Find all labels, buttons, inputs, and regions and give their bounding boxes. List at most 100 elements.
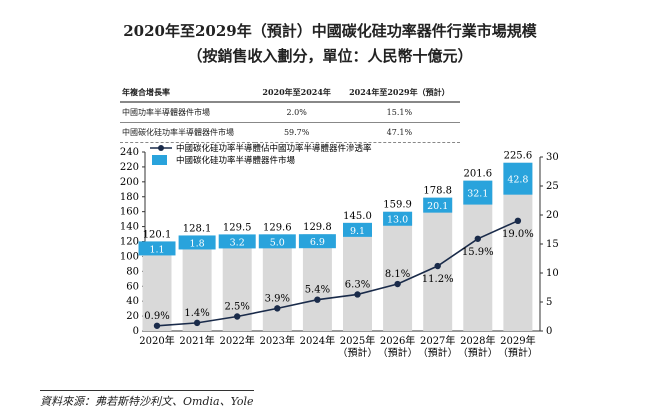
y-tick-label: 100 xyxy=(120,251,139,262)
sic-value-label: 13.0 xyxy=(387,215,408,226)
sic-value-label: 1.8 xyxy=(190,238,205,249)
penetration-label: 0.9% xyxy=(144,311,169,322)
penetration-point xyxy=(474,235,481,242)
sic-bar xyxy=(383,211,413,226)
sic-bar xyxy=(138,241,176,256)
y2-tick-label: 10 xyxy=(546,268,559,279)
y2-tick-label: 25 xyxy=(546,181,559,192)
x-tick-label: 2020年 xyxy=(139,334,174,347)
y-tick-label: 240 xyxy=(120,147,139,158)
penetration-point xyxy=(394,280,401,288)
sic-value-label: 20.1 xyxy=(427,201,448,212)
total-bar xyxy=(383,211,413,331)
sic-bar xyxy=(463,180,493,205)
x-tick-label: 2023年 xyxy=(260,334,295,347)
y-tick-label: 80 xyxy=(126,266,139,277)
x-tick-label: 2021年 xyxy=(179,334,214,347)
total-bar xyxy=(302,234,332,331)
penetration-label: 15.9% xyxy=(462,247,494,258)
total-value-label: 225.6 xyxy=(504,151,533,162)
chart: 0 20 40 60 80 100 120 140 160 180 200 220 240 0 5 10 15 2… xyxy=(120,143,559,359)
total-value-label: 159.9 xyxy=(383,200,412,211)
penetration-point xyxy=(234,313,241,320)
chart-title: 2020年至2029年（預計）中國碳化硅功率器件行業市場規模 xyxy=(123,22,537,40)
y-tick-label: 0 xyxy=(133,326,139,337)
penetration-point xyxy=(514,217,522,224)
y-tick-label: 200 xyxy=(120,177,139,188)
total-value-label: 129.5 xyxy=(223,222,252,233)
sic-value-label: 5.0 xyxy=(270,237,285,248)
x-tick-label: （預計） xyxy=(378,346,418,359)
total-value-label: 145.0 xyxy=(343,211,372,222)
total-value-label: 128.1 xyxy=(183,223,212,234)
total-value-label: 201.6 xyxy=(463,169,492,180)
y2-tick-label: 20 xyxy=(546,210,559,221)
legend-label: 中國碳化硅功率半導體器件市場 xyxy=(176,155,296,166)
cell: 15.1% xyxy=(338,102,460,123)
legend-label: 中國碳化硅功率半導體佔中國功率半導體器件滲透率 xyxy=(176,143,372,154)
sic-bar xyxy=(178,235,216,250)
y-tick-label: 20 xyxy=(126,311,139,322)
y-tick-label: 60 xyxy=(126,281,139,292)
x-tick-label: 2022年 xyxy=(219,334,254,347)
th: 2020年至2024年 xyxy=(254,84,339,103)
chart-subtitle: （按銷售收入劃分，單位：人民幣十億元） xyxy=(187,47,473,65)
sic-bar xyxy=(258,234,296,249)
penetration-label: 3.9% xyxy=(265,293,290,304)
sic-bar xyxy=(343,222,372,237)
penetration-label: 2.5% xyxy=(224,302,249,313)
penetration-label: 11.2% xyxy=(422,274,454,285)
sic-value-label: 6.9 xyxy=(310,237,325,248)
penetration-point xyxy=(314,296,321,303)
x-tick-label: 2025年 xyxy=(340,334,375,347)
x-tick-label: 2029年 xyxy=(500,334,535,347)
cell: 47.1% xyxy=(338,122,460,143)
x-tick-label: 2024年 xyxy=(300,334,335,347)
cell: 中國碳化硅功率半導體器件市場 xyxy=(120,122,255,143)
penetration-point xyxy=(434,262,441,270)
penetration-label: 6.3% xyxy=(345,279,370,290)
penetration-point xyxy=(153,322,161,329)
sic-value-label: 32.1 xyxy=(467,189,488,200)
cell: 2.0% xyxy=(254,102,339,123)
y-tick-label: 220 xyxy=(120,162,139,173)
total-bar xyxy=(142,241,172,331)
x-tick-label: 2028年 xyxy=(460,334,495,347)
th: 年複合增長率 xyxy=(120,84,255,103)
x-tick-label: 2027年 xyxy=(420,334,455,347)
cell: 59.7% xyxy=(254,122,339,143)
y-tick-label: 120 xyxy=(120,237,139,248)
y2-tick-label: 30 xyxy=(546,152,559,163)
legend-swatch xyxy=(152,155,167,165)
sic-value-label: 3.2 xyxy=(230,237,245,248)
th: 2024年至2029年（預計） xyxy=(338,84,460,103)
penetration-line xyxy=(156,220,519,327)
y-tick-label: 140 xyxy=(120,222,139,233)
x-tick-label: （預計） xyxy=(458,346,498,359)
y2-tick-label: 15 xyxy=(546,239,559,250)
x-tick-label: （預計） xyxy=(338,346,378,359)
cell: 中國功率半導體器件市場 xyxy=(120,102,255,123)
total-bar xyxy=(463,180,493,331)
total-bar xyxy=(262,234,292,331)
total-value-label: 178.8 xyxy=(423,186,452,197)
y2-tick-label: 5 xyxy=(546,297,552,308)
cagr-table: 年複合增長率 2020年至2024年 2024年至2029年（預計） 中國功率半導體… xyxy=(120,84,460,143)
y-tick-label: 40 xyxy=(126,296,139,307)
total-value-label: 129.6 xyxy=(263,222,292,233)
sic-bar xyxy=(298,234,336,249)
penetration-label: 1.4% xyxy=(184,308,209,319)
x-tick-label: （預計） xyxy=(418,346,458,359)
source-note: 資料來源：弗若斯特沙利文、Omdia、Yole xyxy=(40,390,254,409)
sic-value-label: 9.1 xyxy=(350,226,365,237)
penetration-point xyxy=(354,291,361,298)
total-bar xyxy=(343,222,372,331)
sic-value-label: 42.8 xyxy=(507,175,528,186)
total-value-label: 120.1 xyxy=(143,229,172,240)
sic-value-label: 1.1 xyxy=(149,244,164,255)
sic-bar xyxy=(218,234,256,249)
y2-tick-label: 0 xyxy=(546,326,552,337)
total-bar xyxy=(182,235,212,331)
x-tick-label: （預計） xyxy=(498,346,538,359)
penetration-label: 5.4% xyxy=(305,285,330,296)
